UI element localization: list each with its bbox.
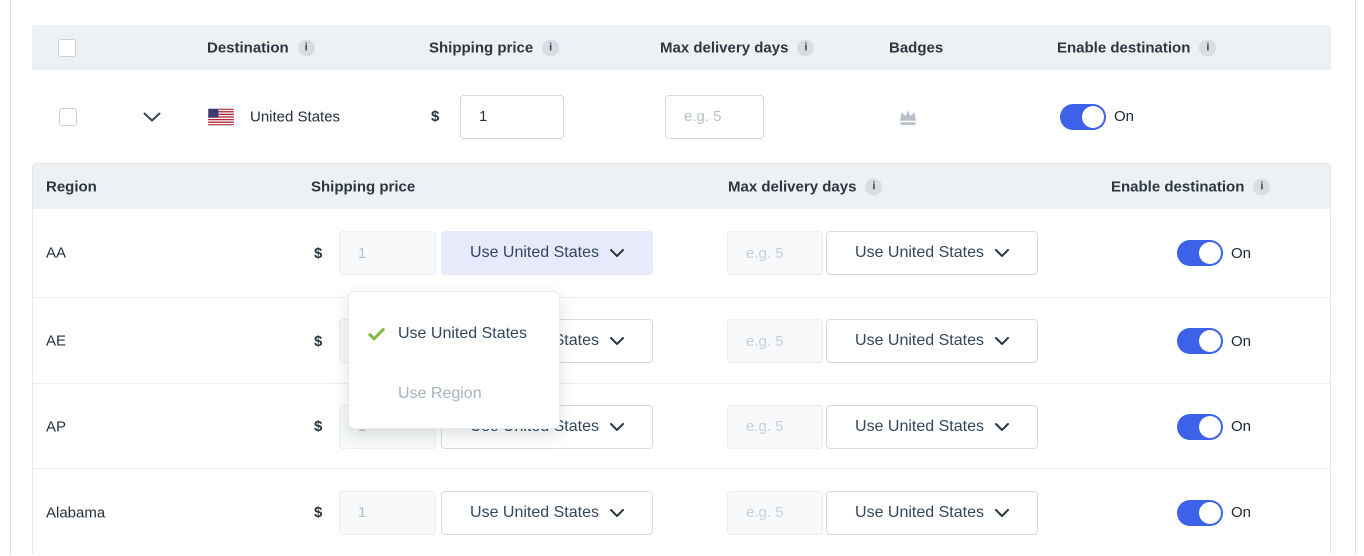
region-delivery-mode-dropdown[interactable]: Use United States [826, 490, 1038, 535]
enable-region-toggle[interactable] [1177, 413, 1223, 440]
enable-region-toggle[interactable] [1177, 240, 1223, 266]
toggle-state-label: On [1231, 418, 1252, 435]
region-name: AE [46, 332, 67, 350]
dropdown-selected-value: Use United States [855, 417, 984, 435]
badges-column-label: Badges [889, 39, 944, 56]
toggle-knob [1199, 330, 1221, 352]
toggle-state-label: On [1114, 108, 1135, 125]
region-row-ae: AE $ Use United States Use United States… [33, 297, 1330, 384]
region-enable-destination-info-icon[interactable]: i [1253, 178, 1271, 195]
region-name: Alabama [46, 504, 106, 521]
crown-badge-icon [897, 108, 919, 125]
max-delivery-days-column-label: Max delivery days [660, 39, 789, 56]
region-delivery-mode-dropdown[interactable]: Use United States [826, 319, 1038, 363]
check-icon [368, 327, 398, 341]
region-shipping-price-input [339, 490, 436, 535]
collapse-row-button[interactable] [143, 112, 161, 122]
us-flag-icon [208, 108, 234, 125]
chevron-down-icon [994, 422, 1009, 431]
region-shipping-price-input [339, 231, 436, 275]
region-delivery-mode-dropdown[interactable]: Use United States [826, 404, 1038, 449]
destination-row-united-states: United States $ On [32, 70, 1331, 163]
menu-item-label: Use Region [398, 385, 482, 402]
destination-info-icon[interactable]: i [297, 39, 315, 56]
region-price-mode-dropdown[interactable]: Use United States [441, 490, 653, 535]
region-table: Region Shipping price Max delivery days … [32, 163, 1331, 554]
max-delivery-days-info-icon[interactable]: i [797, 39, 815, 56]
currency-symbol: $ [314, 332, 323, 350]
price-mode-dropdown-menu: Use United States Use Region [348, 291, 560, 429]
region-shipping-price-column-label: Shipping price [311, 178, 416, 195]
region-row-alabama: Alabama $ Use United States Use United S… [33, 468, 1330, 556]
destinations-table-header: Destination i Shipping price i Max deliv… [32, 25, 1331, 70]
chevron-down-icon [609, 508, 624, 517]
shipping-price-info-icon[interactable]: i [542, 39, 560, 56]
region-max-delivery-days-input [727, 404, 823, 449]
currency-symbol: $ [314, 418, 323, 435]
chevron-down-icon [609, 422, 624, 431]
menu-item-use-united-states[interactable]: Use United States [349, 304, 559, 364]
menu-item-use-region[interactable]: Use Region [349, 364, 559, 424]
region-name: AP [46, 418, 67, 435]
currency-symbol: $ [314, 504, 323, 521]
enable-destination-info-icon[interactable]: i [1199, 39, 1217, 56]
us-shipping-price-input[interactable] [460, 94, 564, 139]
dropdown-selected-value: Use United States [855, 503, 984, 521]
region-max-delivery-days-input [727, 231, 823, 275]
region-max-delivery-days-column-label: Max delivery days [728, 178, 857, 195]
destination-name: United States [250, 108, 341, 125]
dropdown-selected-value: Use United States [470, 503, 599, 521]
region-table-header: Region Shipping price Max delivery days … [33, 164, 1330, 209]
destination-column-label: Destination [207, 39, 289, 56]
toggle-state-label: On [1231, 332, 1252, 350]
toggle-state-label: On [1231, 244, 1252, 262]
chevron-down-icon [994, 249, 1009, 257]
region-name: AA [46, 244, 67, 262]
region-row-aa: AA $ Use United States Use United States… [33, 209, 1330, 297]
enable-region-toggle[interactable] [1177, 328, 1223, 354]
chevron-down-icon [609, 249, 624, 257]
region-column-label: Region [46, 178, 97, 195]
region-delivery-mode-dropdown[interactable]: Use United States [826, 231, 1038, 275]
chevron-down-icon [143, 112, 161, 122]
toggle-knob [1199, 242, 1221, 264]
region-row-ap: AP $ Use United States Use United States… [33, 383, 1330, 469]
chevron-down-icon [609, 337, 624, 345]
row-checkbox[interactable] [59, 107, 77, 126]
us-max-delivery-days-input[interactable] [665, 94, 764, 139]
region-max-delivery-days-input [727, 490, 823, 535]
select-all-checkbox[interactable] [58, 38, 76, 57]
region-enable-destination-column-label: Enable destination [1111, 178, 1245, 195]
enable-destination-column-label: Enable destination [1057, 39, 1191, 56]
toggle-knob [1199, 501, 1221, 524]
panel-right-border [1355, 0, 1356, 554]
enable-destination-toggle[interactable] [1060, 103, 1106, 130]
dropdown-selected-value: Use United States [855, 332, 984, 349]
chevron-down-icon [994, 508, 1009, 517]
enable-region-toggle[interactable] [1177, 499, 1223, 526]
shipping-price-column-label: Shipping price [429, 39, 534, 56]
toggle-state-label: On [1231, 504, 1252, 521]
dropdown-selected-value: Use United States [855, 244, 984, 261]
currency-symbol: $ [314, 244, 323, 262]
toggle-knob [1082, 105, 1104, 128]
currency-symbol: $ [431, 108, 440, 125]
panel-left-border [10, 0, 11, 554]
region-max-delivery-days-info-icon[interactable]: i [865, 178, 883, 195]
region-price-mode-dropdown[interactable]: Use United States [441, 231, 653, 275]
menu-item-label: Use United States [398, 325, 527, 342]
dropdown-selected-value: Use United States [470, 244, 599, 261]
chevron-down-icon [994, 337, 1009, 345]
toggle-knob [1199, 415, 1221, 438]
region-max-delivery-days-input [727, 319, 823, 363]
